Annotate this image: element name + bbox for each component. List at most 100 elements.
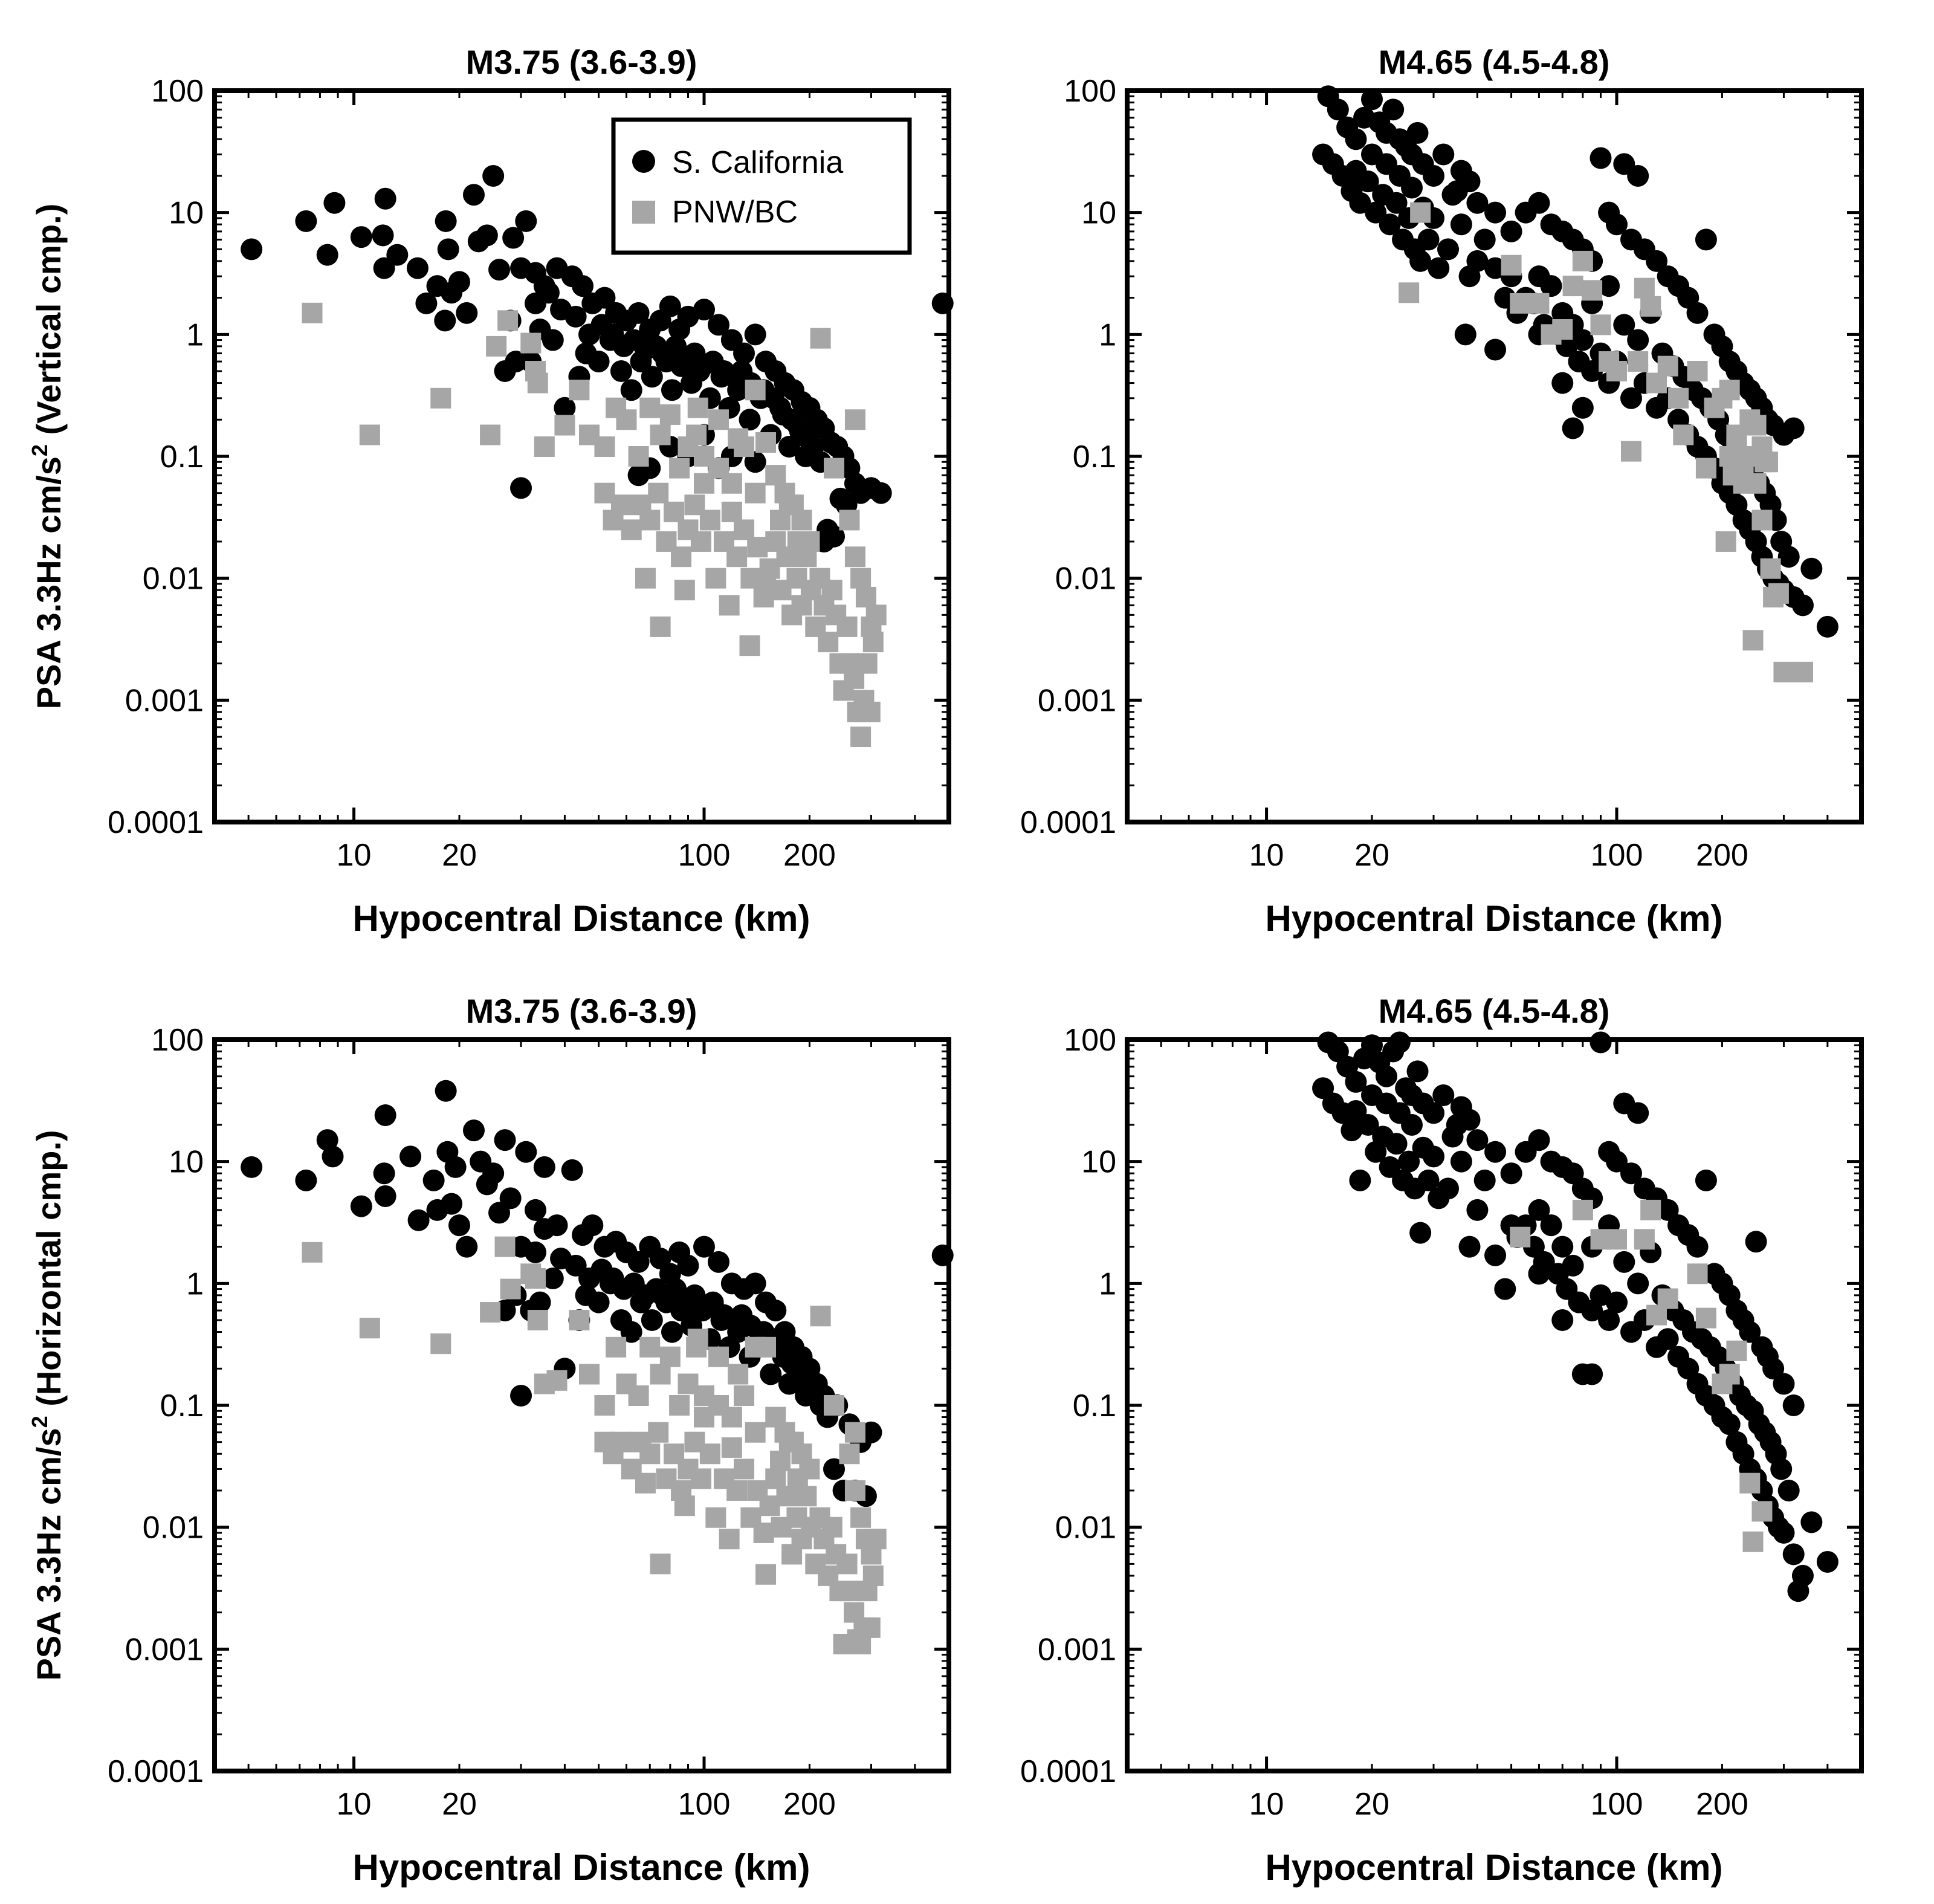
- point-socal: [1349, 192, 1371, 214]
- x-axis-label: Hypocentral Distance (km): [353, 898, 810, 939]
- point-pnw: [480, 424, 501, 445]
- point-socal: [295, 210, 317, 232]
- point-socal: [1398, 1150, 1420, 1173]
- point-pnw: [686, 424, 707, 445]
- point-pnw: [546, 1370, 568, 1391]
- point-socal: [456, 1235, 478, 1258]
- point-socal: [1406, 121, 1429, 144]
- point-socal: [1770, 1458, 1793, 1480]
- point-socal: [1361, 88, 1383, 111]
- point-pnw: [770, 1450, 791, 1471]
- point-socal: [733, 342, 755, 364]
- x-tick-label: 10: [337, 838, 372, 873]
- point-socal: [620, 379, 642, 401]
- point-socal: [373, 257, 395, 279]
- point-pnw: [1657, 1288, 1678, 1309]
- point-pnw: [719, 595, 740, 616]
- point-socal: [659, 295, 681, 317]
- y-tick-label: 0.01: [143, 1511, 204, 1546]
- point-socal: [407, 1209, 430, 1231]
- point-pnw: [787, 531, 808, 552]
- point-pnw: [650, 1364, 671, 1385]
- y-tick-label: 1: [1099, 1266, 1116, 1301]
- point-socal: [1762, 1358, 1785, 1380]
- scatter-points: [1312, 1031, 1839, 1602]
- axis-ticks: 100 10 1 0.1 0.01 0.001 0.0001 10 20 100 200: [108, 74, 950, 873]
- point-socal: [1581, 1363, 1603, 1385]
- point-socal: [542, 329, 564, 351]
- x-tick-label: 100: [678, 1787, 731, 1822]
- point-pnw: [616, 409, 637, 430]
- point-pnw: [687, 1329, 708, 1350]
- point-socal: [1450, 1096, 1472, 1118]
- y-tick-label: 10: [169, 196, 204, 231]
- axis-ticks: 100 10 1 0.1 0.01 0.001 0.0001 10 20 100 200: [108, 1023, 950, 1822]
- point-socal: [1718, 1413, 1741, 1436]
- point-socal: [1646, 250, 1668, 272]
- point-pnw: [1719, 380, 1740, 401]
- point-socal: [1627, 164, 1649, 187]
- point-socal: [533, 275, 555, 297]
- point-pnw: [659, 404, 681, 425]
- point-socal: [1423, 164, 1445, 187]
- point-pnw: [569, 1310, 590, 1331]
- point-pnw: [1742, 1531, 1764, 1552]
- point-socal: [502, 227, 525, 249]
- y-tick-label: 0.0001: [1020, 805, 1116, 840]
- point-pnw: [1606, 361, 1627, 382]
- point-pnw: [1745, 473, 1767, 494]
- x-tick-label: 20: [442, 1787, 477, 1822]
- point-pnw: [765, 465, 786, 486]
- y-tick-label: 0.0001: [108, 805, 204, 840]
- point-pnw: [859, 701, 881, 722]
- point-socal: [554, 397, 576, 419]
- point-pnw: [527, 372, 548, 393]
- point-socal: [587, 351, 610, 373]
- x-tick-label: 200: [1696, 838, 1748, 873]
- point-pnw: [1773, 661, 1794, 682]
- point-pnw: [1751, 510, 1773, 531]
- point-socal: [1484, 201, 1507, 224]
- y-tick-label: 10: [1081, 1145, 1116, 1180]
- point-pnw: [520, 332, 542, 354]
- point-pnw: [486, 335, 507, 357]
- point-socal: [1441, 1125, 1464, 1148]
- point-socal: [641, 366, 663, 388]
- point-pnw: [1572, 1199, 1593, 1220]
- panel-title: M4.65 (4.5-4.8): [1379, 43, 1610, 81]
- y-tick-label: 0.0001: [1020, 1754, 1116, 1789]
- point-pnw: [1562, 276, 1583, 297]
- point-socal: [778, 436, 800, 458]
- y-tick-label: 0.001: [1038, 1632, 1116, 1667]
- point-pnw: [1552, 319, 1573, 340]
- point-socal: [1385, 192, 1408, 214]
- point-socal: [1428, 257, 1450, 279]
- point-socal: [482, 164, 505, 187]
- point-pnw: [1726, 436, 1747, 458]
- point-socal: [462, 184, 485, 206]
- y-tick-label: 0.001: [125, 1632, 204, 1667]
- point-pnw: [726, 546, 748, 568]
- legend-socal-label: S. California: [672, 145, 843, 180]
- point-pnw: [1742, 630, 1764, 651]
- point-socal: [386, 244, 409, 266]
- point-socal: [1598, 275, 1620, 297]
- point-socal: [1551, 1235, 1574, 1258]
- point-pnw: [1739, 1472, 1761, 1494]
- point-pnw: [1760, 558, 1781, 579]
- point-pnw: [699, 1443, 720, 1465]
- point-pnw: [480, 1302, 501, 1323]
- point-pnw: [534, 436, 555, 458]
- point-socal: [870, 482, 892, 504]
- y-label-superscript: 2: [27, 444, 52, 456]
- point-socal: [1686, 302, 1709, 324]
- point-pnw: [1751, 1501, 1773, 1522]
- point-socal: [1528, 1199, 1550, 1221]
- point-socal: [744, 1272, 766, 1295]
- point-socal: [581, 1214, 604, 1237]
- point-pnw: [674, 1495, 695, 1517]
- point-socal: [797, 1369, 819, 1391]
- point-pnw: [728, 1364, 749, 1385]
- point-socal: [1657, 1199, 1679, 1221]
- point-pnw: [635, 1472, 656, 1494]
